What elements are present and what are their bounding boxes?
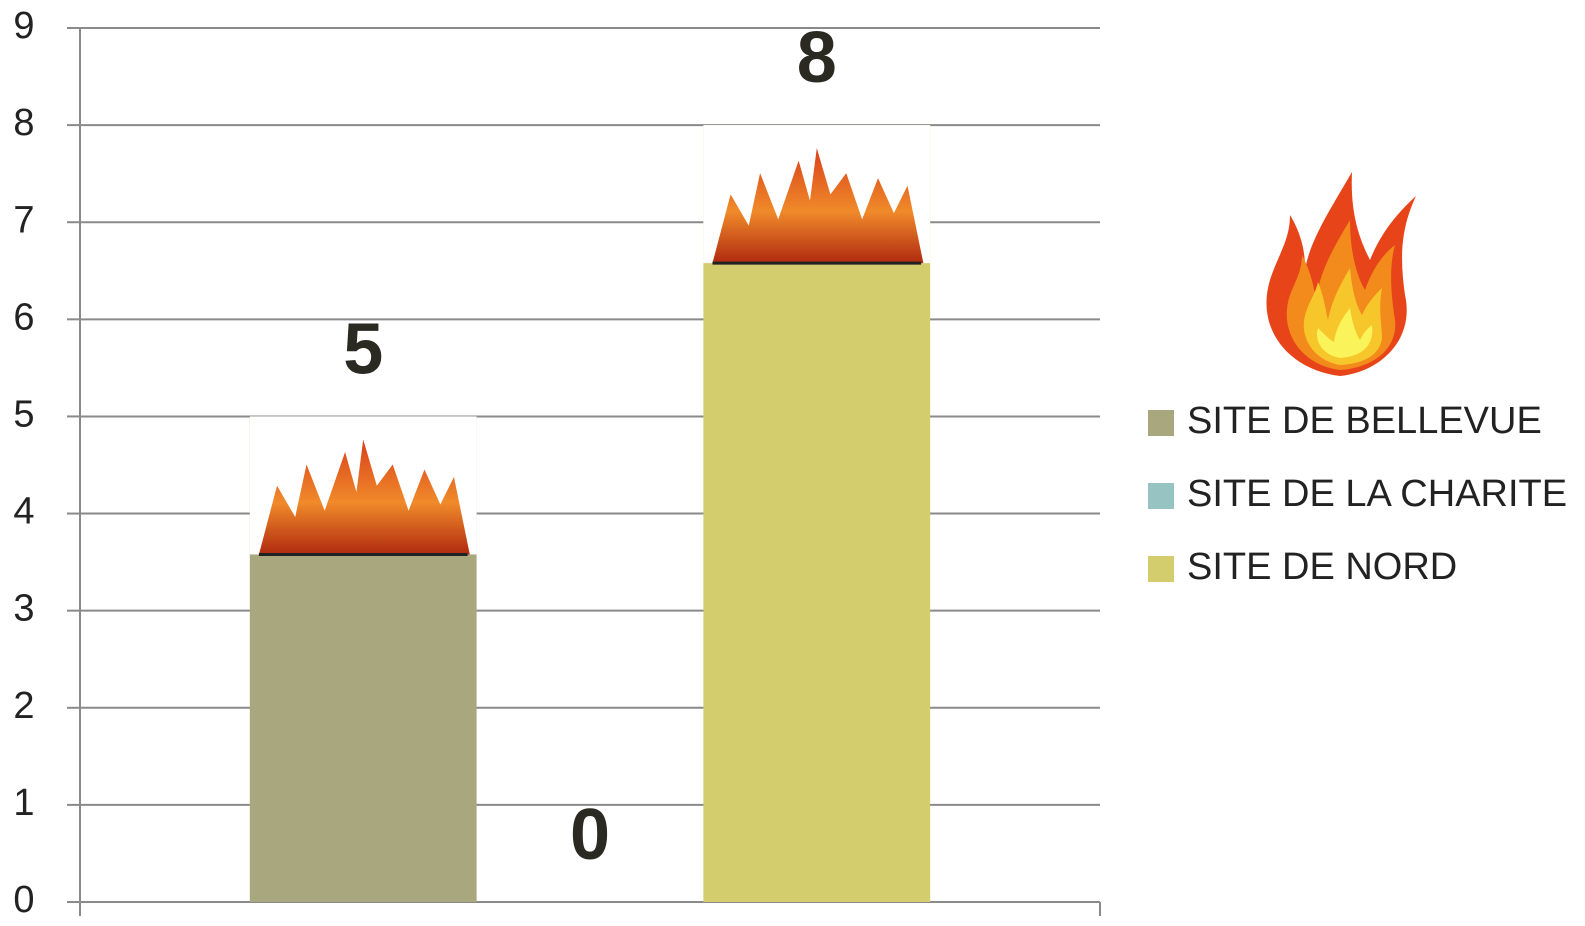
data-label: 5: [343, 309, 383, 389]
legend-swatch: [1148, 556, 1174, 582]
legend-label: SITE DE BELLEVUE: [1187, 400, 1542, 442]
legend-label: SITE DE LA CHARITE: [1187, 473, 1567, 515]
y-tick-label: 7: [13, 199, 34, 241]
y-tick-label: 6: [13, 296, 34, 338]
y-tick-label: 1: [13, 782, 34, 824]
flame-icon: [1266, 172, 1416, 376]
data-label: 0: [570, 795, 610, 875]
flame: [258, 439, 470, 555]
y-tick-label: 2: [13, 685, 34, 727]
y-tick-label: 3: [13, 588, 34, 630]
data-label: 8: [797, 18, 837, 98]
legend-swatch: [1148, 483, 1174, 509]
y-tick-label: 0: [13, 879, 34, 921]
y-tick-label: 4: [13, 491, 34, 533]
flame: [712, 148, 924, 264]
legend-swatch: [1148, 410, 1174, 436]
y-tick-label: 8: [13, 102, 34, 144]
legend-label: SITE DE NORD: [1187, 546, 1457, 588]
y-tick-label: 5: [13, 393, 34, 435]
y-tick-label: 9: [13, 5, 34, 47]
